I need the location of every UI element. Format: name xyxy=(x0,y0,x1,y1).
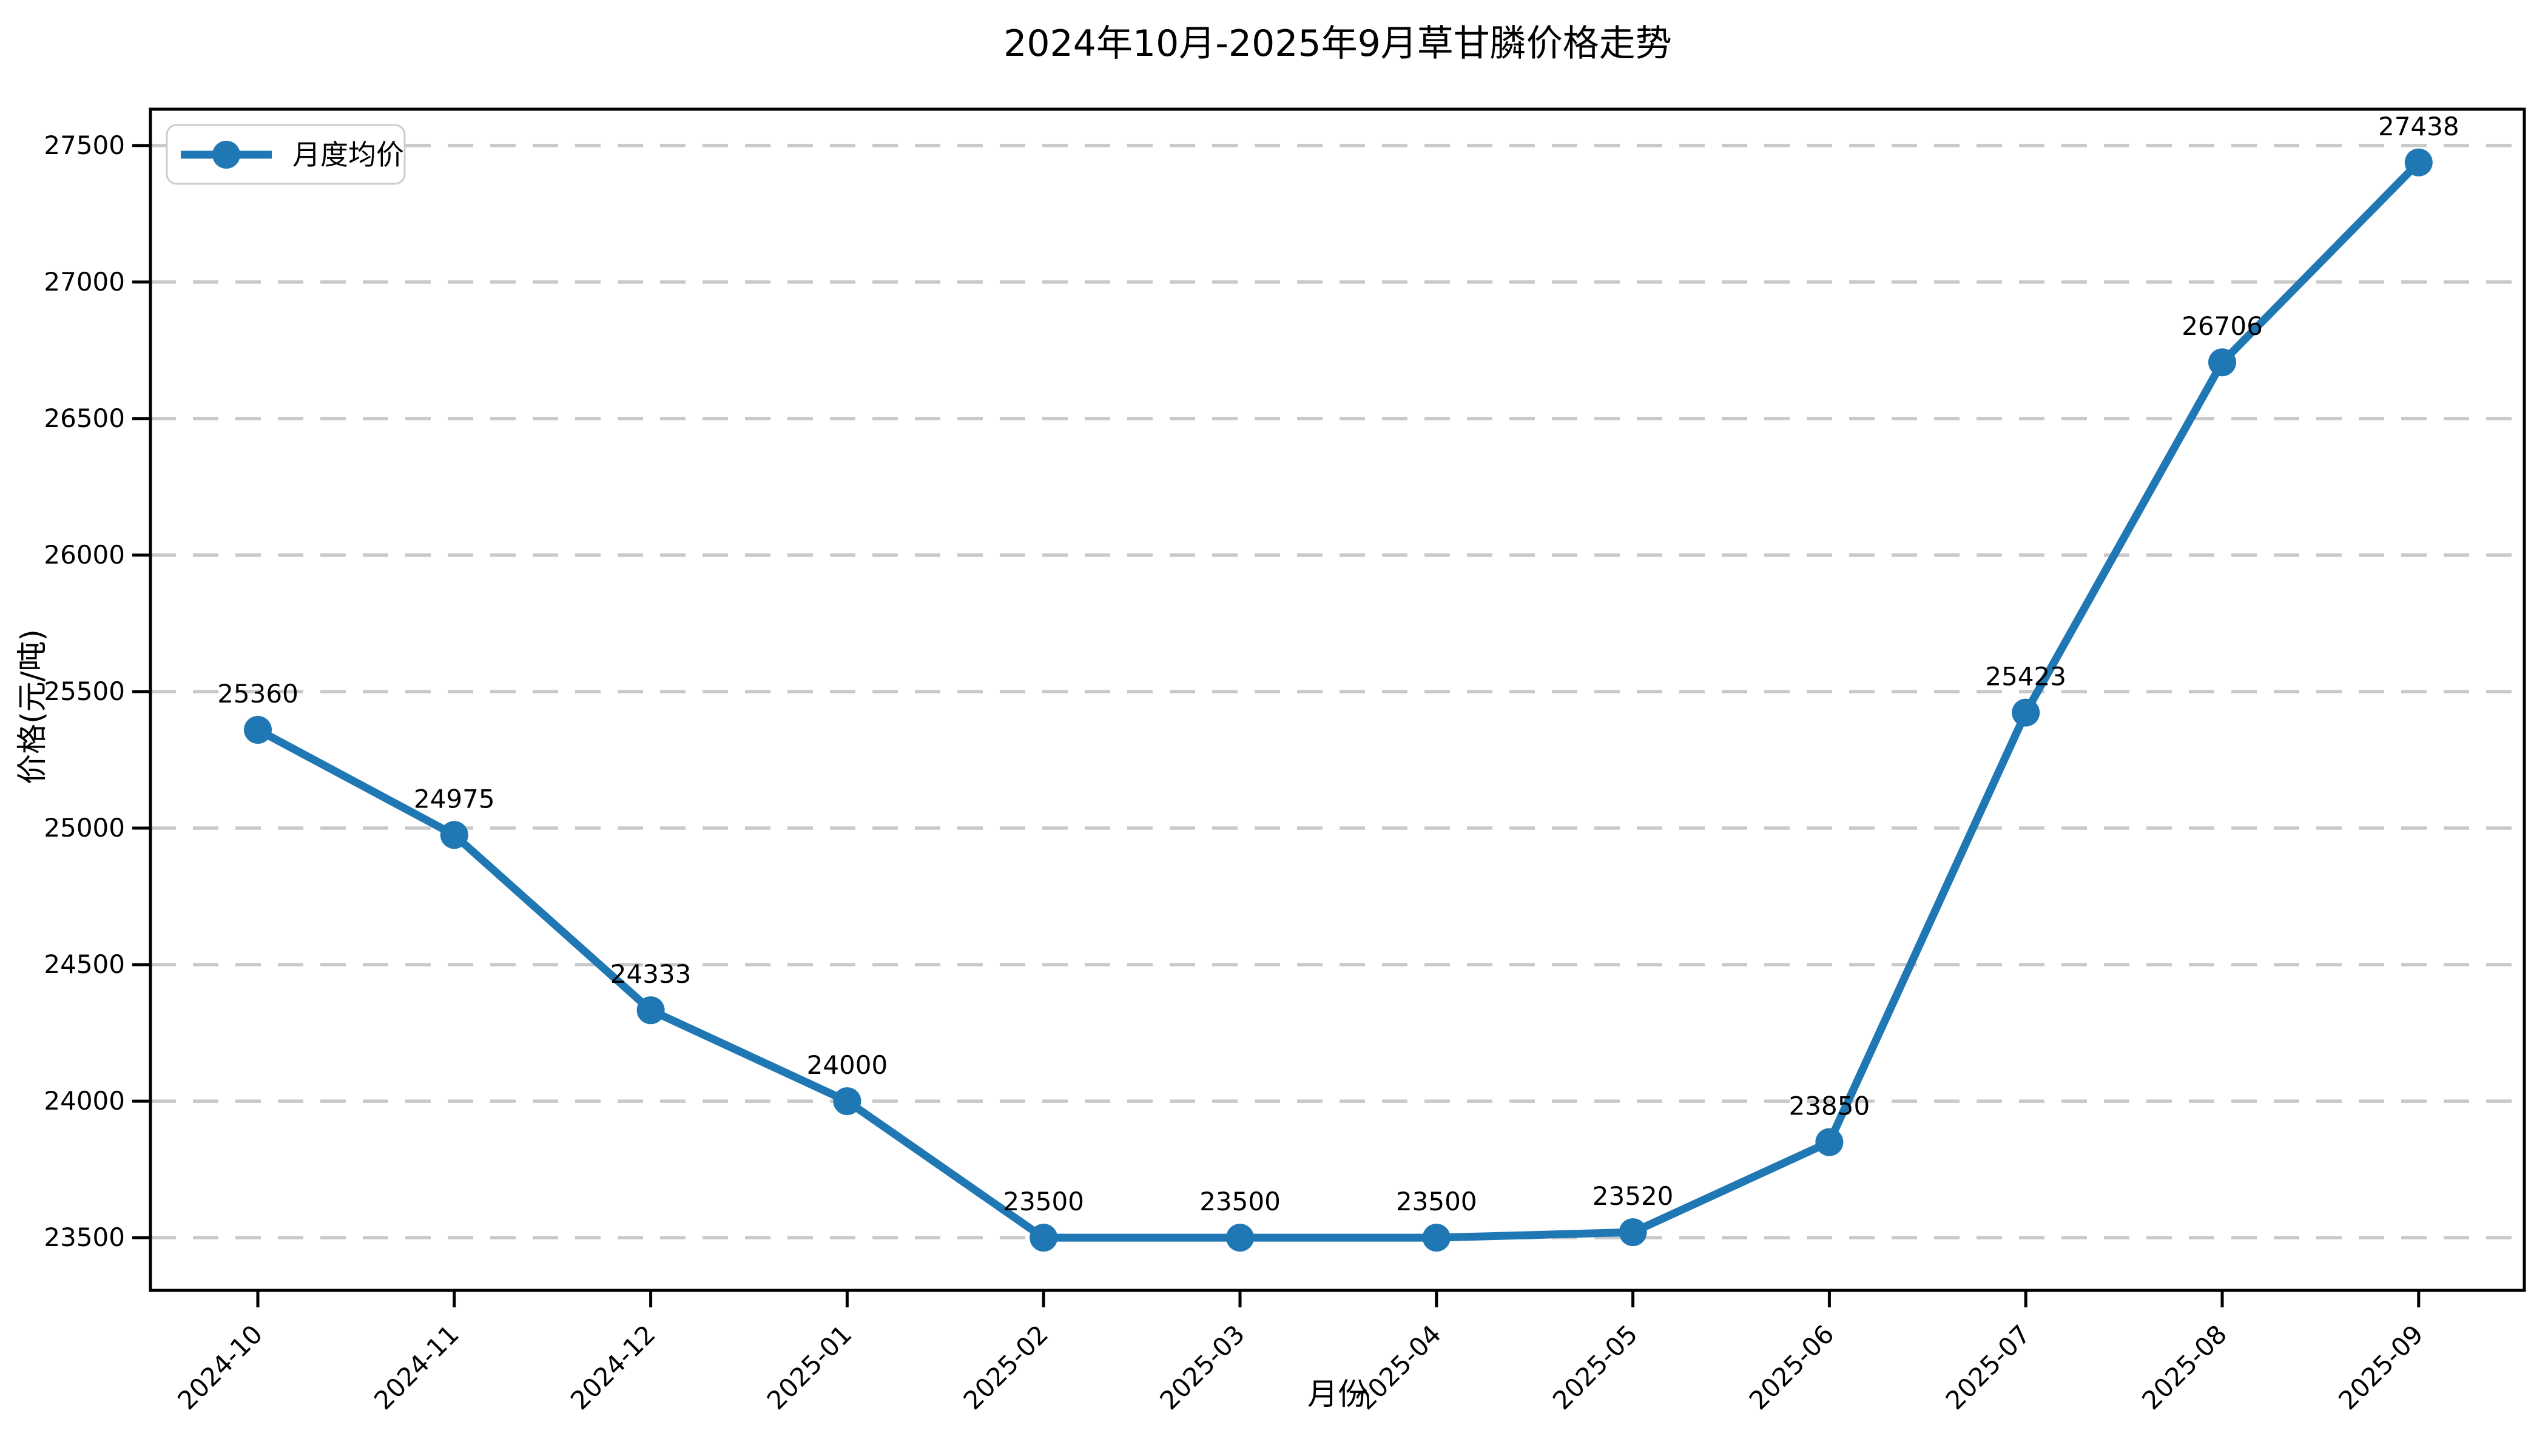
y-tick-label: 25000 xyxy=(44,813,125,843)
y-tick-label: 23500 xyxy=(44,1222,125,1252)
data-point-marker xyxy=(244,716,272,744)
data-point-marker xyxy=(2012,698,2040,727)
data-point-label: 25423 xyxy=(1985,662,2066,692)
data-point-label: 23500 xyxy=(1199,1187,1281,1216)
x-tick-label: 2025-05 xyxy=(1547,1319,1643,1415)
y-tick-label: 27000 xyxy=(44,267,125,297)
legend: 月度均价 xyxy=(166,124,406,185)
legend-box xyxy=(166,124,406,185)
data-point-label: 27438 xyxy=(2378,112,2459,141)
data-point-marker xyxy=(1226,1224,1254,1252)
x-tick-label: 2025-01 xyxy=(761,1319,858,1415)
y-tick-label: 26500 xyxy=(44,403,125,433)
data-point-label: 24000 xyxy=(807,1050,888,1080)
data-point-marker xyxy=(1619,1218,1647,1247)
x-tick-label: 2025-08 xyxy=(2136,1319,2233,1415)
series-layer xyxy=(244,148,2433,1252)
data-point-label: 23500 xyxy=(1396,1187,1477,1216)
data-point-marker xyxy=(1030,1224,1058,1252)
data-point-label: 23500 xyxy=(1003,1187,1084,1216)
data-point-marker xyxy=(636,996,665,1025)
data-point-marker xyxy=(2208,348,2236,377)
data-point-label: 26706 xyxy=(2182,311,2263,341)
y-tick-label: 24000 xyxy=(44,1086,125,1116)
legend-label: 月度均价 xyxy=(292,138,404,171)
y-axis-label: 价格(元/吨) xyxy=(15,629,50,784)
data-point-label: 24333 xyxy=(610,959,692,989)
ticks-layer: 23500 24000 24500 25000 25500 26000 26500 27000… xyxy=(44,130,2428,1415)
x-tick-label: 2025-07 xyxy=(1940,1319,2037,1415)
chart-title: 2024年10月-2025年9月草甘膦价格走势 xyxy=(1003,22,1672,65)
x-axis-label: 月份 xyxy=(1307,1377,1368,1412)
x-tick-label: 2024-11 xyxy=(368,1319,465,1415)
data-point-label: 24975 xyxy=(414,784,495,814)
x-tick-label: 2024-12 xyxy=(565,1319,661,1415)
data-point-marker xyxy=(440,821,468,849)
data-point-marker xyxy=(1422,1224,1451,1252)
x-tick-label: 2024-10 xyxy=(172,1319,268,1415)
y-tick-label: 25500 xyxy=(44,676,125,706)
x-tick-label: 2025-06 xyxy=(1744,1319,1840,1415)
legend-marker-icon xyxy=(212,141,240,169)
data-point-label: 23520 xyxy=(1592,1181,1674,1211)
data-point-label: 25360 xyxy=(217,679,298,709)
data-point-marker xyxy=(833,1087,861,1116)
x-tick-label: 2025-09 xyxy=(2333,1319,2429,1415)
data-point-marker xyxy=(2404,148,2433,177)
grid-layer xyxy=(150,144,2524,1239)
x-tick-label: 2025-02 xyxy=(958,1319,1054,1415)
plot-border xyxy=(149,107,2526,1292)
data-point-label: 23850 xyxy=(1789,1091,1870,1121)
x-tick-label: 2025-03 xyxy=(1154,1319,1250,1415)
y-tick-label: 24500 xyxy=(44,949,125,979)
annotations-layer: 25360 24975 24333 24000 23500 23500 23500 23520… xyxy=(217,112,2459,1216)
data-point-marker xyxy=(1815,1128,1844,1156)
y-tick-label: 26000 xyxy=(44,540,125,570)
y-tick-label: 27500 xyxy=(44,130,125,160)
price-line xyxy=(254,158,2423,1242)
